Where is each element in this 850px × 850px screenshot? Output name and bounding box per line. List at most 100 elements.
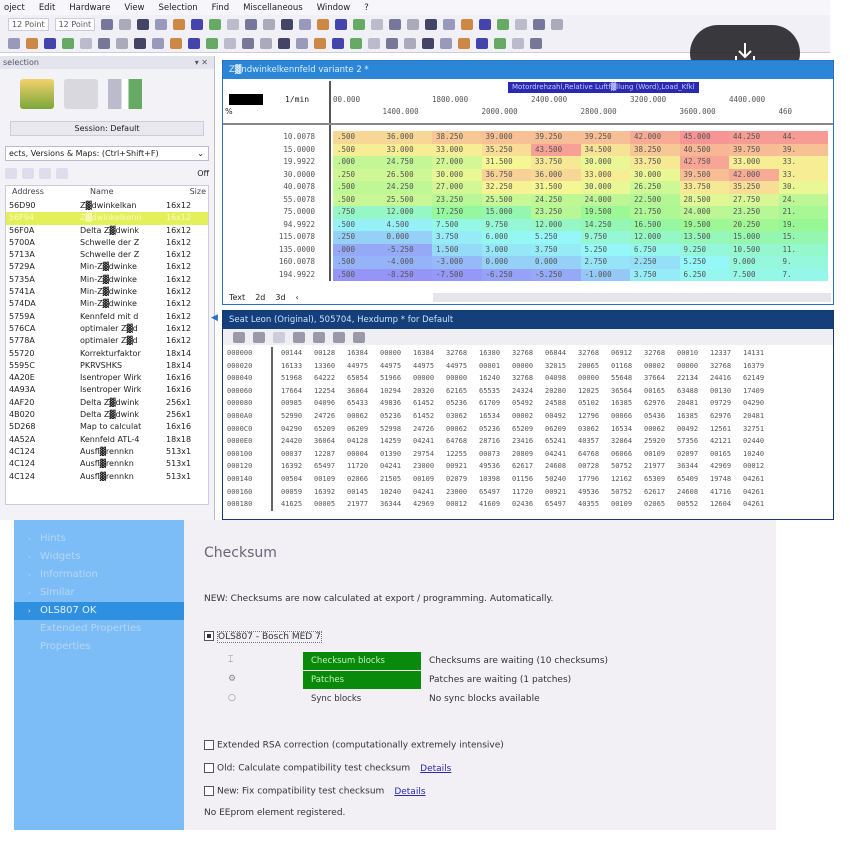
toolbar-icon[interactable] xyxy=(170,37,182,49)
toolbar-icon[interactable] xyxy=(422,37,434,49)
hex-value[interactable]: 04098 xyxy=(545,374,567,383)
hex-value[interactable]: 41716 xyxy=(710,487,732,496)
hex-value[interactable]: 02436 xyxy=(512,500,534,509)
hex-value[interactable]: 65497 xyxy=(545,500,567,509)
hex-value[interactable]: 10240 xyxy=(743,449,765,458)
hex-value[interactable]: 50752 xyxy=(611,487,633,496)
text-icon[interactable] xyxy=(39,167,51,179)
hex-value[interactable]: 16379 xyxy=(743,361,765,370)
col-name[interactable]: Name xyxy=(90,187,114,196)
toolbar-icon[interactable] xyxy=(299,19,312,30)
hex-value[interactable]: 57356 xyxy=(677,437,699,446)
tool-icons[interactable] xyxy=(108,79,142,109)
list-item[interactable]: 56D90 Z▓dwinkelkan 16x12 xyxy=(6,200,208,212)
toolbar-icon[interactable] xyxy=(497,19,510,30)
map-cell[interactable]: 2.750 xyxy=(580,256,630,269)
map-cell[interactable]: 39.500 xyxy=(679,168,729,181)
map-cell[interactable]: .500 xyxy=(333,143,383,156)
hex-value[interactable]: 36344 xyxy=(380,500,402,509)
hex-value[interactable]: 04290 xyxy=(743,399,765,408)
map-cell[interactable]: -3.000 xyxy=(432,256,482,269)
map-cell[interactable]: 38.250 xyxy=(630,143,680,156)
hex-value[interactable]: 17664 xyxy=(281,386,303,395)
toolbar-icon[interactable] xyxy=(263,19,276,30)
map-cell[interactable]: 34.500 xyxy=(580,143,630,156)
map-cell[interactable]: 24.250 xyxy=(382,181,432,194)
hex-value[interactable]: 23000 xyxy=(413,462,435,471)
hex-value[interactable]: 32751 xyxy=(743,424,765,433)
font-size-select-2[interactable]: 12 Point xyxy=(54,18,96,31)
toolbar-icon[interactable] xyxy=(350,37,362,49)
hex-value[interactable]: 12337 xyxy=(710,349,732,357)
hex-value[interactable]: 21977 xyxy=(347,500,369,509)
hex-value[interactable]: 00109 xyxy=(314,474,336,483)
toolbar-icon[interactable] xyxy=(443,19,456,30)
session-button[interactable]: Session: Default xyxy=(10,121,204,136)
map-cell[interactable]: 0.000 xyxy=(382,231,432,244)
menu-item[interactable]: ? xyxy=(364,2,369,13)
hex-value[interactable]: 00145 xyxy=(347,487,369,496)
toolbar-icon[interactable] xyxy=(404,37,416,49)
hex-value[interactable]: 16380 xyxy=(479,349,501,357)
map-cell[interactable]: 30. xyxy=(778,181,828,194)
toolbar-icon[interactable] xyxy=(224,37,236,49)
hex-value[interactable]: 00921 xyxy=(446,462,468,471)
map-cell[interactable]: 23.250 xyxy=(729,206,779,219)
hex-value[interactable]: 44975 xyxy=(413,361,435,370)
hex-value[interactable]: 00000 xyxy=(677,361,699,370)
hex-value[interactable]: 51966 xyxy=(380,374,402,383)
map-cell[interactable]: 21. xyxy=(778,206,828,219)
map-cell[interactable]: 42.750 xyxy=(679,156,729,169)
map-cell[interactable]: 24.000 xyxy=(679,206,729,219)
map-cell[interactable]: 7. xyxy=(778,268,828,281)
hex-value[interactable]: 00165 xyxy=(710,449,732,458)
list-item[interactable]: 5735A Min-Z▓dwinke 16x12 xyxy=(6,274,208,286)
hex-value[interactable]: 00492 xyxy=(677,424,699,433)
hex-value[interactable]: 44975 xyxy=(347,361,369,370)
hex-value[interactable]: 65409 xyxy=(677,474,699,483)
hex-value[interactable]: 32768 xyxy=(644,349,666,357)
list-item[interactable]: 4AF20 Delta Z▓dwink 256x1 xyxy=(6,397,208,409)
map-cell[interactable]: 30.000 xyxy=(580,181,630,194)
hex-value[interactable]: 41609 xyxy=(479,500,501,509)
map-cell[interactable]: 39.000 xyxy=(481,131,531,144)
list-item[interactable]: 5759A Kennfeld mit d 16x12 xyxy=(6,311,208,323)
hex-value[interactable]: 65535 xyxy=(479,386,501,395)
sidebar-item[interactable]: Properties xyxy=(14,638,184,656)
toolbar-icon[interactable] xyxy=(353,19,366,30)
paste-icon[interactable] xyxy=(273,331,285,343)
map-cell[interactable]: 30.000 xyxy=(432,168,482,181)
map-cell[interactable]: 33. xyxy=(778,156,828,169)
map-cell[interactable]: .250 xyxy=(333,231,383,244)
map-cell[interactable]: 3.750 xyxy=(531,243,581,256)
hex-value[interactable]: 00005 xyxy=(314,500,336,509)
map-cell[interactable]: .500 xyxy=(333,256,383,269)
hex-value[interactable]: 44975 xyxy=(446,361,468,370)
map-cell[interactable]: 22.500 xyxy=(630,193,680,206)
list-item[interactable]: 4C124 Ausfl▓rennkn 513x1 xyxy=(6,458,208,470)
view-tab[interactable]: 2d xyxy=(255,293,266,302)
toolbar-icon[interactable] xyxy=(389,19,402,30)
toolbar-icon[interactable] xyxy=(80,37,92,49)
map-cell[interactable]: .750 xyxy=(333,206,383,219)
hex-value[interactable]: 12025 xyxy=(578,386,600,395)
list-item[interactable]: 56F94 Z▓dwinkelkenn 16x12 xyxy=(6,212,208,225)
map-cell[interactable]: 33.000 xyxy=(382,143,432,156)
hex-value[interactable]: 50752 xyxy=(611,462,633,471)
hex-value[interactable]: 00000 xyxy=(578,374,600,383)
map-cell[interactable]: 35.250 xyxy=(481,143,531,156)
map-cell[interactable]: 15. xyxy=(778,231,828,244)
toolbar-icon[interactable] xyxy=(227,19,240,30)
map-cell[interactable]: 5.250 xyxy=(679,256,729,269)
hex-value[interactable]: 64768 xyxy=(446,437,468,446)
hex-value[interactable]: 16133 xyxy=(281,361,303,370)
hex-value[interactable]: 00552 xyxy=(677,500,699,509)
horizontal-scrollbar[interactable] xyxy=(433,293,831,302)
hex-value[interactable]: 41625 xyxy=(281,500,303,509)
map-cell[interactable]: 23.250 xyxy=(531,206,581,219)
map-cell[interactable]: 45.000 xyxy=(679,131,729,144)
details-link[interactable]: Details xyxy=(394,786,426,797)
hex-value[interactable]: 65497 xyxy=(479,487,501,496)
map-cell[interactable]: 33.000 xyxy=(432,143,482,156)
map-cell[interactable]: 0.000 xyxy=(481,256,531,269)
